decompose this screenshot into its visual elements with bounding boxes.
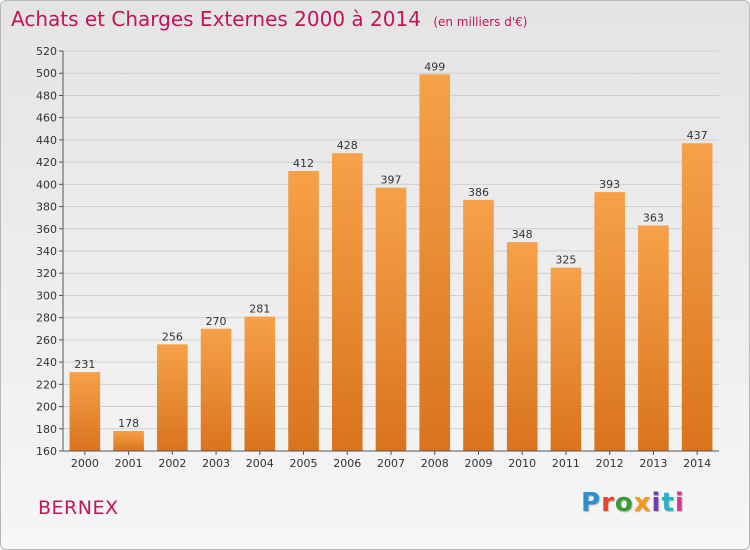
logo-letter: t (661, 488, 675, 518)
bar-value-label: 270 (206, 315, 227, 328)
logo-letter: x (633, 488, 652, 518)
logo-letter: r (601, 488, 615, 518)
x-tick-label: 2011 (552, 457, 580, 470)
bar-value-label: 397 (381, 174, 402, 187)
bar-value-label: 386 (468, 186, 489, 199)
x-tick-label: 2002 (158, 457, 186, 470)
proxiti-logo[interactable]: Proxiti (581, 488, 685, 518)
y-tick-label: 440 (36, 134, 57, 147)
x-tick-label: 2009 (464, 457, 492, 470)
bar-value-label: 428 (337, 139, 358, 152)
x-tick-label: 2008 (421, 457, 449, 470)
bar-value-label: 437 (687, 129, 708, 142)
bar[interactable] (419, 74, 451, 451)
bar-value-label: 178 (118, 417, 139, 430)
bar[interactable] (681, 143, 713, 451)
y-tick-label: 220 (36, 378, 57, 391)
y-tick-label: 340 (36, 245, 57, 258)
y-tick-label: 260 (36, 334, 57, 347)
chart-unit-note: (en milliers d'€) (433, 15, 528, 29)
bar-value-label: 348 (512, 228, 533, 241)
x-tick-label: 2000 (71, 457, 99, 470)
y-tick-label: 240 (36, 356, 57, 369)
logo-letter: i (651, 488, 662, 518)
y-tick-label: 160 (36, 445, 57, 458)
bar[interactable] (244, 316, 276, 451)
bar[interactable] (375, 187, 407, 451)
x-tick-label: 2001 (115, 457, 143, 470)
x-tick-label: 2013 (639, 457, 667, 470)
bar-value-label: 412 (293, 157, 314, 170)
y-tick-label: 480 (36, 89, 57, 102)
y-tick-label: 420 (36, 156, 57, 169)
place-name: BERNEX (38, 497, 119, 519)
y-tick-label: 320 (36, 267, 57, 280)
x-tick-label: 2010 (508, 457, 536, 470)
bar-value-label: 393 (599, 178, 620, 191)
bar-value-label: 281 (249, 303, 270, 316)
bar[interactable] (506, 242, 538, 451)
y-tick-label: 400 (36, 178, 57, 191)
x-tick-label: 2006 (333, 457, 361, 470)
x-tick-label: 2003 (202, 457, 230, 470)
logo-letter: i (674, 488, 685, 518)
x-tick-label: 2014 (683, 457, 711, 470)
bar-value-label: 325 (555, 254, 576, 267)
bar[interactable] (463, 199, 494, 451)
bar[interactable] (69, 372, 101, 451)
chart-title-text: Achats et Charges Externes 2000 à 2014 (11, 7, 421, 31)
bar-value-label: 256 (162, 330, 183, 343)
y-tick-label: 280 (36, 312, 57, 325)
bar[interactable] (113, 431, 144, 451)
bar[interactable] (288, 171, 319, 451)
bar[interactable] (157, 344, 188, 451)
x-tick-label: 2004 (246, 457, 274, 470)
y-tick-label: 360 (36, 223, 57, 236)
bar[interactable] (594, 192, 625, 451)
y-tick-label: 500 (36, 67, 57, 80)
y-tick-label: 200 (36, 401, 57, 414)
y-tick-label: 300 (36, 289, 57, 302)
x-tick-label: 2007 (377, 457, 405, 470)
bars: 231 178 256 270 281 412 428 397 499 386 348 325 393 3… (69, 60, 713, 451)
y-tick-label: 460 (36, 112, 57, 125)
x-tick-label: 2005 (290, 457, 318, 470)
bar-value-label: 363 (643, 211, 664, 224)
bar[interactable] (638, 225, 669, 451)
bar[interactable] (550, 267, 582, 451)
y-tick-label: 520 (36, 45, 57, 58)
chart-title: Achats et Charges Externes 2000 à 2014 (… (11, 7, 527, 31)
axes: 160 180 200 220 240 260 280 300 320 340 360 380 400 4… (36, 45, 719, 470)
logo-letter: o (614, 488, 634, 518)
bar-value-label: 231 (74, 358, 95, 371)
bar-value-label: 499 (424, 60, 445, 73)
logo-letter: P (581, 488, 602, 518)
bar[interactable] (331, 153, 363, 451)
y-tick-label: 180 (36, 423, 57, 436)
x-tick-label: 2012 (596, 457, 624, 470)
bar[interactable] (200, 328, 232, 451)
y-tick-label: 380 (36, 201, 57, 214)
